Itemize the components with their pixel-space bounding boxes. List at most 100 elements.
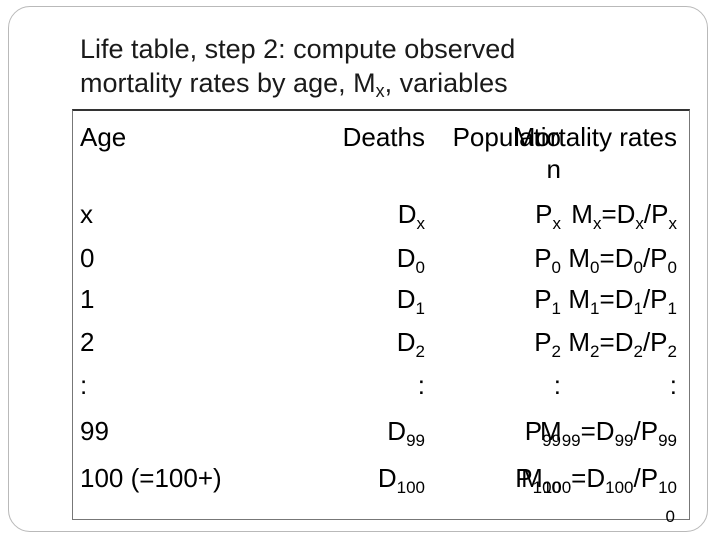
population-cell: P0 <box>534 243 561 277</box>
deaths-cell: D99 <box>387 416 425 450</box>
population-symbol: P <box>534 284 552 314</box>
rate-part-2-subscript: 0 <box>667 258 677 277</box>
rate-part-1-symbol: =D <box>599 284 634 314</box>
deaths-subscript: 1 <box>415 299 425 318</box>
rate-part-1-subscript: 1 <box>633 299 643 318</box>
population-symbol: P <box>515 463 533 493</box>
deaths-symbol: : <box>417 370 425 400</box>
deaths-symbol: D <box>396 243 416 273</box>
deaths-cell: D100 <box>377 463 425 497</box>
age-cell: 99 <box>80 416 109 446</box>
header-population: Populatio n <box>453 121 561 185</box>
age-cell: 0 <box>80 243 95 273</box>
rate-part-0-symbol: : <box>669 370 677 400</box>
rate-part-1-symbol: =D <box>599 243 634 273</box>
deaths-subscript: 0 <box>415 258 425 277</box>
rate-part-1-symbol: =D <box>601 199 636 229</box>
deaths-cell: D2 <box>396 327 425 360</box>
slide-title: Life table, step 2: compute observed mor… <box>80 32 680 100</box>
rate-part-2-subscript: 99 <box>658 431 677 450</box>
deaths-symbol: D <box>377 463 397 493</box>
age-cell: : <box>80 370 88 400</box>
population-subscript: 1 <box>551 299 561 318</box>
title-line-2: mortality rates by age, Mx, variables <box>80 66 680 100</box>
population-cell: P2 <box>534 327 561 361</box>
rate-part-1-symbol: =D <box>571 463 606 493</box>
deaths-subscript: 99 <box>406 431 425 450</box>
rate-part-2-symbol: /P <box>642 327 668 357</box>
age-cell: 100 (=100+) <box>80 463 222 493</box>
age-cell: x <box>80 199 93 229</box>
title-subscript: x <box>375 81 385 101</box>
rate-part-0-symbol: M <box>568 327 591 357</box>
rate-part-1-subscript: 0 <box>633 258 643 277</box>
mortality-rate-cell: M2=D2/P2 <box>568 327 677 361</box>
mortality-rate-cell: M0=D0/P0 <box>568 243 677 277</box>
rate-part-0-subscript: 1 <box>590 299 600 318</box>
deaths-cell: D0 <box>396 243 425 277</box>
deaths-symbol: D <box>387 416 407 446</box>
rate-part-2-subscript: 10 <box>658 478 677 497</box>
population-cell: : <box>554 370 561 401</box>
header-age: Age <box>80 122 127 152</box>
rate-part-2-symbol: /P <box>633 463 659 493</box>
header-population-line-1: Populatio <box>452 122 561 152</box>
header-deaths: Deaths <box>342 122 425 152</box>
population-cell: Px <box>535 199 562 233</box>
population-subscript: 2 <box>551 342 561 361</box>
rate-part-0-subscript: x <box>592 214 602 233</box>
population-cell: P1 <box>534 284 561 318</box>
population-symbol: P <box>534 243 552 273</box>
deaths-cell: : <box>418 370 425 401</box>
rate-part-1-symbol: =D <box>580 416 615 446</box>
mortality-rate-cell: : <box>670 370 677 401</box>
population-symbol: P <box>534 327 552 357</box>
mortality-rate-cell: M99=D99/P99 <box>540 416 677 450</box>
population-cell: P99 <box>524 416 561 450</box>
rate-part-0-symbol: M <box>568 243 591 273</box>
rate-part-2-symbol: /P <box>642 284 668 314</box>
deaths-cell: D1 <box>396 284 425 318</box>
rate-part-2-subscript: x <box>668 214 678 233</box>
deaths-symbol: D <box>396 327 416 357</box>
title-line-2-tail: , variables <box>384 68 508 98</box>
rate-part-1-subscript: x <box>635 214 644 233</box>
rate-part-0-subscript: 2 <box>590 342 600 361</box>
mortality-rate-cell: M1=D1/P1 <box>568 284 677 318</box>
deaths-symbol: D <box>396 284 416 314</box>
title-line-2-main: mortality rates by age, M <box>80 68 376 98</box>
life-table: Age Deaths Populatio n Mortality rates x… <box>72 109 690 526</box>
rate-part-2-symbol: /P <box>633 416 659 446</box>
title-line-1: Life table, step 2: compute observed <box>80 34 516 64</box>
header-mortality-rates: Mortality rates <box>513 122 677 152</box>
deaths-symbol: D <box>397 199 417 229</box>
population-subscript: 99 <box>542 431 561 450</box>
rate-part-2-symbol: /P <box>642 243 668 273</box>
rate-part-0-subscript: 99 <box>561 431 581 450</box>
rate-part-1-subscript: 99 <box>614 431 634 450</box>
population-subscript: 0 <box>551 258 561 277</box>
rate-part-1-subscript: 100 <box>605 478 634 497</box>
population-subscript: 100 <box>532 478 561 497</box>
rate-part-0-symbol: M <box>571 199 593 229</box>
mortality-rate-cell: M100=D100/P10 <box>521 463 677 497</box>
slide-frame <box>8 6 708 532</box>
deaths-subscript: 100 <box>396 478 425 497</box>
rate-part-2-subscript: 1 <box>667 299 677 318</box>
rate-part-1-subscript: 2 <box>633 342 643 361</box>
age-cell: 1 <box>80 284 95 314</box>
rate-part-1-symbol: =D <box>599 327 634 357</box>
rate-part-0-symbol: M <box>540 416 562 446</box>
rate-part-0-subscript: 0 <box>590 258 600 277</box>
population-symbol: P <box>535 199 553 229</box>
population-symbol: : <box>553 370 561 400</box>
deaths-subscript: x <box>416 214 426 233</box>
mortality-rate-cell: Mx=Dx/Px <box>571 199 678 233</box>
rate-part-2-subscript: 2 <box>667 342 677 361</box>
wrapped-subscript-tail: 0 <box>665 507 675 526</box>
deaths-cell: Dx <box>397 199 426 233</box>
population-subscript: x <box>552 214 562 233</box>
population-symbol: P <box>524 416 543 446</box>
rate-part-0-symbol: M <box>521 463 543 493</box>
rate-part-2-symbol: /P <box>643 199 669 229</box>
